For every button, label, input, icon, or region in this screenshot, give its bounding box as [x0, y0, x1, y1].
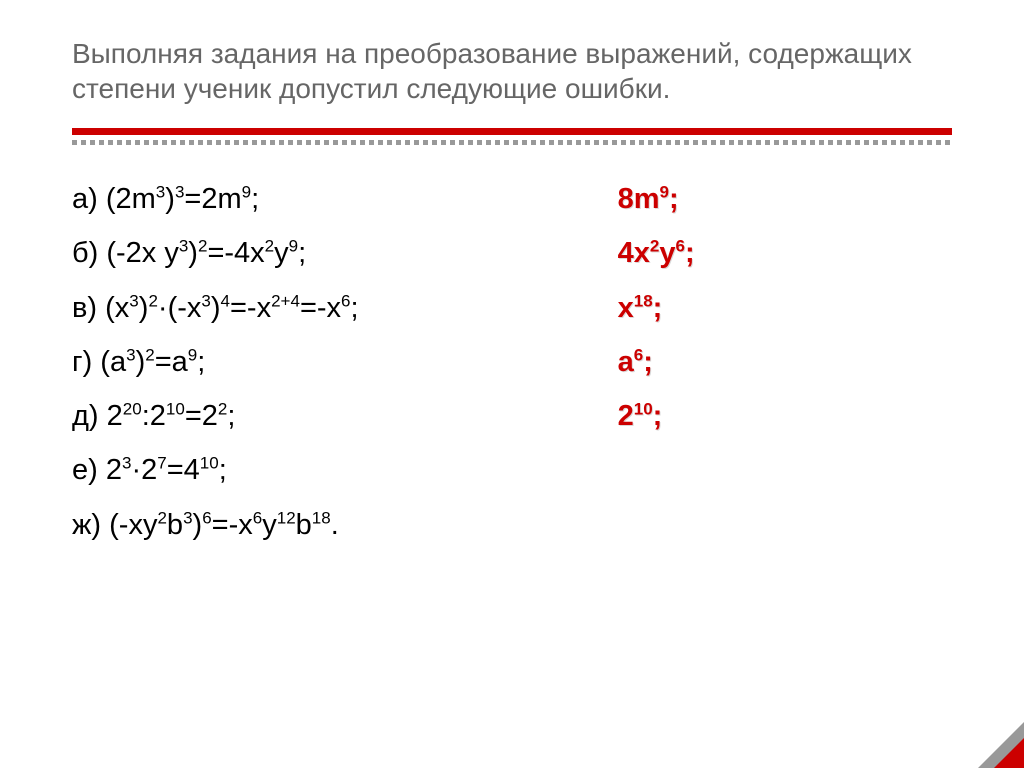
slide-title: Выполняя задания на преобразование выраж…	[72, 36, 952, 106]
rule-dotted-line	[72, 140, 952, 145]
expression-row: в) (x3)2·(-x3)4=-x2+4=-x6;	[72, 290, 618, 326]
corner-decoration	[978, 722, 1024, 768]
answers-column: 8m9; 4x2y6; x18; a6; 210;	[618, 181, 952, 543]
rule-red-bar	[72, 128, 952, 135]
expression-row: е) 23·27=410;	[72, 452, 618, 488]
expressions-column: а) (2m3)3=2m9; б) (-2x y3)2=-4x2y9; в) (x3…	[72, 181, 618, 543]
expression-row: б) (-2x y3)2=-4x2y9;	[72, 235, 618, 271]
expression-row: а) (2m3)3=2m9;	[72, 181, 618, 217]
answer-row: 4x2y6;	[618, 235, 952, 271]
expression-row: д) 220:210=22;	[72, 398, 618, 434]
content-area: а) (2m3)3=2m9; б) (-2x y3)2=-4x2y9; в) (x3…	[72, 181, 952, 543]
answer-row: a6;	[618, 344, 952, 380]
answer-row: x18;	[618, 290, 952, 326]
expression-row: г) (a3)2=a9;	[72, 344, 618, 380]
answer-row: 8m9;	[618, 181, 952, 217]
answer-row: 210;	[618, 398, 952, 434]
expression-row: ж) (-xy2b3)6=-x6y12b18.	[72, 507, 618, 543]
title-rule	[72, 128, 952, 145]
slide: Выполняя задания на преобразование выраж…	[0, 0, 1024, 587]
